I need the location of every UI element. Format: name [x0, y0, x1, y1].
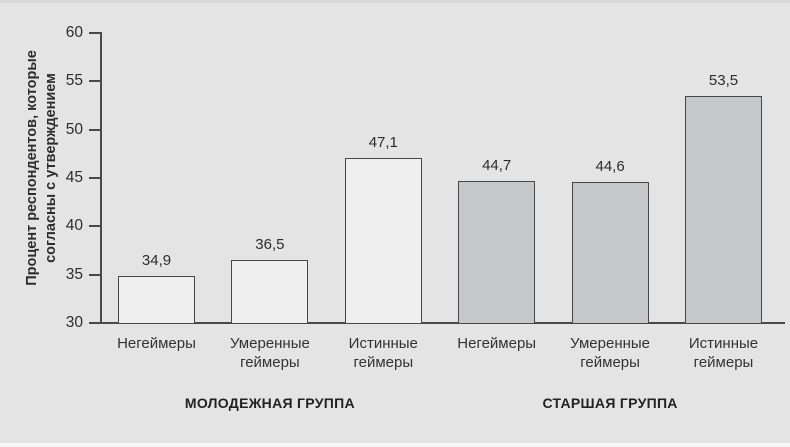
y-tick-label: 60	[65, 24, 83, 41]
bar	[231, 260, 309, 324]
y-tick-mark	[89, 177, 100, 179]
bar	[118, 275, 195, 324]
bar-category-label: Негеймеры	[117, 335, 196, 352]
y-tick-mark	[89, 128, 100, 131]
y-tick-label: 50	[65, 120, 83, 138]
bar-category-label: Умеренные геймеры	[229, 335, 310, 371]
bar-category-label: Истинные геймеры	[348, 335, 418, 371]
bar-value-label: 53,5	[708, 71, 739, 89]
group-label: СТАРШАЯ ГРУППА	[542, 395, 678, 411]
y-tick-mark	[89, 80, 100, 83]
x-axis-line	[100, 322, 785, 324]
bar	[685, 95, 762, 324]
bar-value-label: 34,9	[141, 251, 172, 269]
bar-value-label: 44,6	[595, 157, 625, 175]
y-axis-line	[100, 32, 102, 324]
bar	[344, 157, 422, 324]
bar	[571, 181, 649, 324]
bottom-edge-divider	[0, 443, 790, 447]
y-tick-mark	[89, 273, 100, 276]
y-tick-mark	[89, 322, 100, 324]
bar-value-label: 44,7	[482, 156, 512, 174]
bar-category-label: Умеренные геймеры	[570, 335, 651, 371]
y-tick-mark	[89, 32, 100, 34]
top-edge-divider	[0, 0, 790, 3]
y-tick-label: 55	[65, 72, 83, 90]
y-tick-label: 35	[65, 265, 83, 283]
group-label: МОЛОДЕЖНАЯ ГРУППА	[184, 395, 355, 411]
y-tick-label: 40	[65, 217, 83, 235]
bar-category-label: Негеймеры	[457, 335, 537, 352]
y-tick-label: 30	[65, 314, 83, 331]
bar	[458, 180, 536, 324]
y-tick-label: 45	[65, 169, 83, 186]
bar-value-label: 36,5	[255, 236, 285, 254]
bar-value-label: 47,1	[368, 133, 398, 151]
bar-category-label: Истинные геймеры	[688, 335, 759, 371]
y-tick-mark	[89, 225, 100, 228]
